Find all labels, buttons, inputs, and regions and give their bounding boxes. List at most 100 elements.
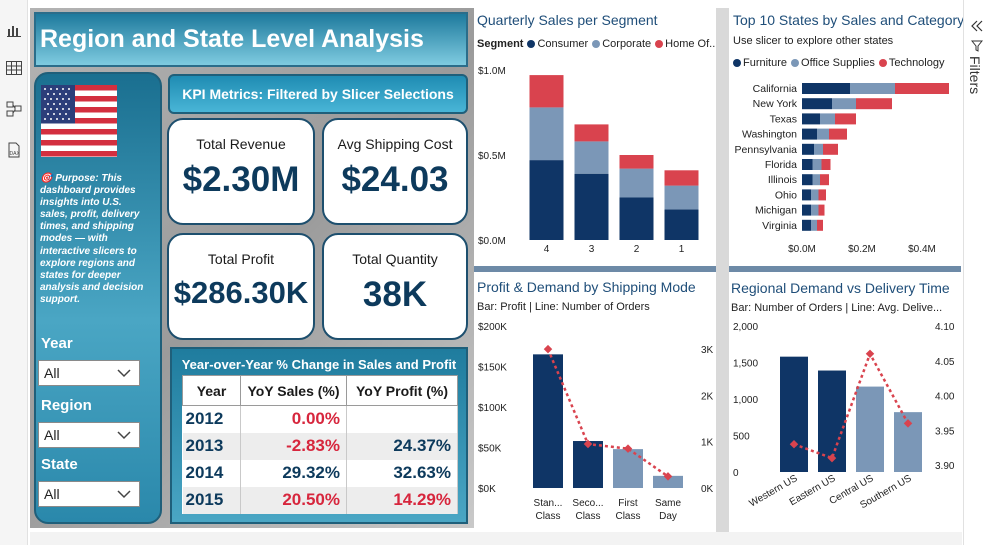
category-label: Pennsylvania (735, 144, 798, 156)
category-label: Ohio (775, 189, 797, 201)
x-tick-label: $0.4M (908, 244, 936, 255)
regional-demand-chart: 05001,0001,5002,0003.903.954.004.054.10W… (733, 322, 955, 511)
region-slicer-dropdown[interactable]: All (38, 422, 140, 448)
bar-segment (817, 219, 823, 231)
column-header[interactable]: YoY Sales (%) (240, 375, 347, 406)
y-left-tick-label: 1,000 (733, 395, 758, 406)
table-cell-sales: 0.00% (240, 405, 347, 433)
chevron-down-icon (117, 490, 131, 499)
kpi-card-avg-shipping-cost: Avg Shipping Cost $24.03 (322, 118, 468, 225)
y-right-tick-label: 2K (701, 391, 714, 402)
y-tick-label: $0.5M (478, 151, 506, 162)
bar (613, 449, 643, 488)
line-point (543, 344, 553, 354)
bar-segment (574, 124, 609, 142)
filters-label: Filters (967, 56, 983, 95)
visual-border (729, 266, 961, 272)
kpi-value: $286.30K (173, 275, 309, 310)
filters-pane[interactable]: Filters (963, 0, 987, 545)
region-slicer-value: All (44, 427, 60, 443)
bar-segment (619, 155, 654, 169)
bar-segment (802, 189, 811, 201)
legend-swatch (733, 59, 741, 67)
bar-segment (802, 83, 850, 94)
x-tick-label: 3 (589, 244, 595, 255)
purpose-text: 🎯 Purpose: This dashboard provides insig… (40, 173, 144, 305)
bar (856, 386, 884, 472)
kpi-value: $2.30M (182, 160, 300, 199)
chart-subtitle: Use slicer to explore other states (733, 35, 894, 47)
legend-item[interactable]: Technology (888, 57, 945, 69)
chevron-down-icon (117, 431, 131, 440)
bar-segment (856, 98, 892, 110)
year-slicer-label: Year (41, 335, 73, 352)
y-right-tick-label: 3.90 (935, 461, 955, 472)
y-right-tick-label: 0K (701, 484, 714, 495)
kpi-card-total-revenue: Total Revenue $2.30M (167, 118, 315, 225)
legend-item[interactable]: Furniture (743, 57, 788, 69)
table-row: 2012 0.00% (182, 405, 458, 433)
kpi-title: Avg Shipping Cost (337, 136, 453, 152)
x-tick-label: Stan... (534, 498, 563, 509)
table-row: 2014 29.32% 32.63% (182, 459, 458, 487)
bar-segment (823, 143, 838, 155)
legend-item[interactable]: Corporate (602, 38, 652, 50)
column-header[interactable]: YoY Profit (%) (346, 375, 458, 406)
us-flag-icon (41, 85, 117, 157)
bar-segment (802, 204, 811, 216)
bar (533, 354, 563, 488)
state-slicer-dropdown[interactable]: All (38, 481, 140, 507)
legend-swatch (527, 40, 536, 48)
year-slicer-dropdown[interactable]: All (38, 360, 140, 386)
y-left-tick-label: $100K (478, 403, 507, 414)
y-right-tick-label: 3K (701, 345, 714, 356)
y-left-tick-label: $0K (478, 484, 496, 495)
bar-segment (817, 128, 829, 140)
legend-item[interactable]: Consumer (537, 38, 589, 50)
chart-title: Regional Demand vs Delivery Time (731, 280, 950, 296)
legend-title: Segment (477, 38, 524, 50)
y-right-tick-label: 1K (701, 438, 714, 449)
kpi-card-total-quantity: Total Quantity 38K (322, 233, 468, 340)
x-tick-label: Day (659, 511, 677, 522)
table-cell-sales: 20.50% (240, 486, 347, 514)
table-cell-year: 2014 (182, 459, 241, 487)
table-cell-year: 2015 (182, 486, 241, 514)
bar-segment (821, 159, 831, 170)
x-tick-label: 2 (634, 244, 640, 255)
table-cell-sales: 29.32% (240, 459, 347, 487)
collapse-chevron-icon[interactable] (971, 20, 983, 32)
y-left-tick-label: $200K (478, 322, 507, 333)
chart-title: Profit & Demand by Shipping Mode (477, 279, 696, 295)
visual-border (474, 266, 716, 272)
bar-segment (802, 113, 820, 125)
legend-item[interactable]: Office Supplies (801, 57, 875, 69)
category-label: Washington (742, 129, 797, 141)
bar-segment (529, 160, 564, 240)
model-view-icon[interactable] (4, 99, 24, 119)
report-view-icon[interactable] (4, 20, 24, 40)
series-line (546, 348, 669, 478)
table-view-icon[interactable] (4, 58, 24, 78)
table-cell-profit: 14.29% (346, 486, 458, 514)
view-rail: DAX (0, 0, 28, 545)
dax-query-icon[interactable]: DAX (4, 140, 24, 160)
bar-segment (802, 159, 813, 170)
svg-text:DAX: DAX (10, 151, 21, 157)
bar-segment (802, 174, 813, 186)
bar-segment (619, 168, 654, 198)
table-row: 2015 20.50% 14.29% (182, 486, 458, 514)
x-tick-label: Class (615, 511, 640, 522)
legend-item[interactable]: Home Of... (665, 38, 719, 50)
x-tick-label: $0.2M (848, 244, 876, 255)
kpi-title: Total Profit (207, 251, 275, 267)
legend-swatch (878, 59, 887, 67)
y-left-tick-label: $150K (478, 363, 507, 374)
bar-segment (850, 83, 895, 94)
bar-segment (820, 174, 829, 186)
column-header[interactable]: Year (182, 375, 241, 406)
table-cell-profit (346, 405, 458, 433)
x-tick-label: Class (575, 511, 600, 522)
kpi-title: Total Revenue (196, 136, 286, 152)
y-right-tick-label: 3.95 (935, 426, 955, 437)
